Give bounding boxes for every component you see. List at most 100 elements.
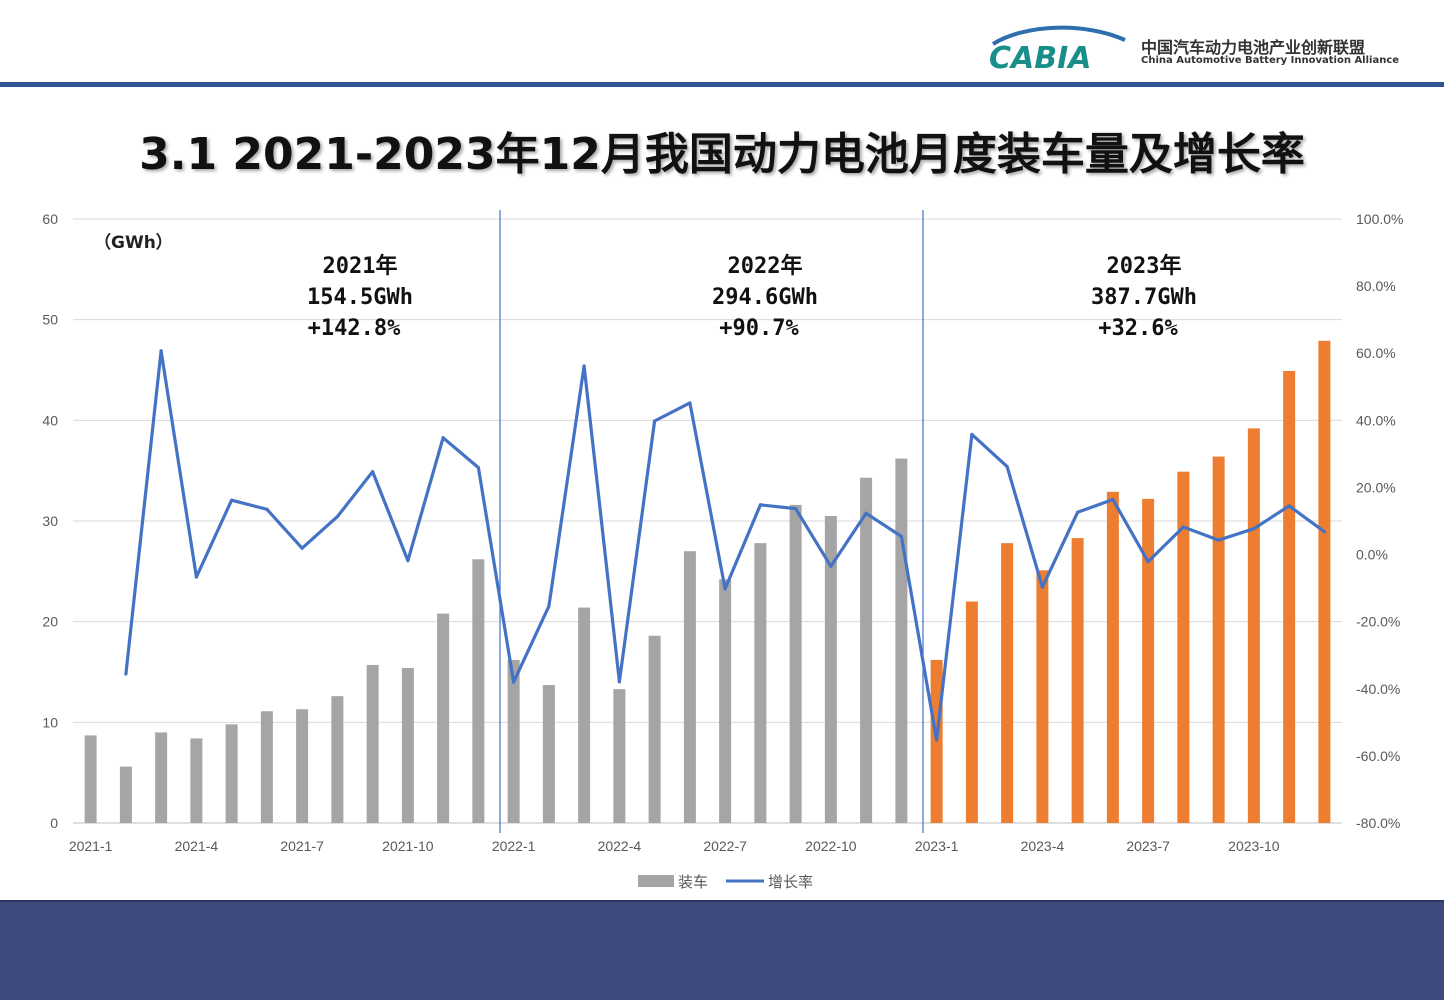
bar — [719, 579, 732, 823]
annotation-total: 387.7GWh — [1091, 285, 1197, 310]
bar — [1036, 570, 1049, 823]
growth-rate-point — [935, 738, 939, 742]
org-name-cn: 中国汽车动力电池产业创新联盟 — [1141, 38, 1366, 57]
bar — [331, 696, 344, 823]
y-left-tick-label: 10 — [42, 714, 58, 730]
annotation-year: 2023年 — [1107, 253, 1182, 279]
bar — [965, 601, 978, 823]
annotation-growth: +32.6% — [1098, 316, 1178, 341]
combo-chart: 0 10 20 30 40 50 60 -80.0% -60.0% -40.0% -20.0% 0.0… — [42, 210, 1403, 891]
y-right-tick-label: 0.0% — [1356, 547, 1388, 563]
growth-rate-point — [230, 498, 234, 502]
growth-rate-point — [547, 604, 551, 608]
bar — [472, 559, 485, 823]
growth-rate-point — [829, 564, 833, 568]
x-tick-label: 2023-1 — [915, 838, 959, 854]
growth-rate-point — [300, 546, 304, 550]
x-tick-label: 2023-4 — [1021, 838, 1065, 854]
footer-band — [0, 902, 1444, 1000]
y-right-tick-label: -80.0% — [1356, 815, 1400, 831]
bar — [860, 477, 873, 823]
bar — [296, 709, 309, 823]
growth-rate-point — [1111, 497, 1115, 502]
y-left-tick-label: 50 — [42, 312, 58, 328]
bar — [1283, 371, 1296, 823]
growth-rate-point — [723, 587, 727, 591]
annotation-growth: +90.7% — [719, 316, 799, 341]
x-tick-label: 2023-7 — [1126, 838, 1170, 854]
bar — [824, 515, 837, 823]
bar — [225, 724, 238, 823]
bar — [1247, 428, 1260, 823]
growth-rate-point — [1217, 538, 1221, 542]
x-tick-label: 2022-7 — [703, 838, 747, 854]
y-left-tick-label: 20 — [42, 614, 58, 630]
y-left-tick-label: 60 — [42, 211, 58, 227]
x-tick-label: 2021-4 — [175, 838, 219, 854]
x-tick-label: 2021-10 — [382, 838, 434, 854]
annotation-total: 154.5GWh — [307, 285, 413, 310]
bar — [190, 738, 203, 823]
growth-rate-point — [371, 470, 375, 474]
header-divider — [0, 82, 1444, 87]
footer-edge — [0, 900, 1444, 902]
growth-rate-point — [476, 466, 480, 470]
growth-rate-point — [1252, 527, 1256, 531]
growth-rate-point — [582, 364, 586, 368]
bar — [1212, 456, 1225, 823]
legend-bar-swatch — [638, 875, 674, 887]
bar — [401, 667, 414, 823]
cabia-logo: CABIA 中国汽车动力电池产业创新联盟 China Automotive Ba… — [985, 22, 1405, 78]
growth-rate-point — [1146, 560, 1150, 564]
x-tick-label: 2023-10 — [1228, 838, 1280, 854]
legend-label-bar: 装车 — [678, 873, 708, 891]
x-tick-label: 2022-4 — [598, 838, 642, 854]
growth-rate-point — [1181, 525, 1185, 529]
growth-rate-point — [194, 575, 198, 579]
bar — [507, 659, 520, 823]
bar — [1318, 340, 1331, 823]
y-left-tick-label: 0 — [50, 815, 58, 831]
bar — [613, 689, 626, 823]
growth-rate-point — [335, 515, 339, 519]
bar — [155, 732, 168, 823]
y-right-tick-label: 40.0% — [1356, 412, 1396, 428]
growth-rate-point — [1076, 510, 1080, 514]
y-right-tick-label: 20.0% — [1356, 479, 1396, 495]
growth-rate-point — [653, 419, 657, 423]
growth-rate-point — [899, 534, 903, 539]
bar — [1142, 498, 1155, 823]
bar — [578, 607, 591, 823]
growth-rate-point — [441, 436, 445, 440]
growth-rate-point — [794, 506, 798, 511]
growth-rate-point — [970, 432, 974, 437]
x-tick-label: 2022-10 — [805, 838, 857, 854]
y-right-tick-label: 80.0% — [1356, 278, 1396, 294]
growth-rate-point — [159, 349, 163, 353]
bar — [260, 711, 273, 823]
y-right-tick-label: 100.0% — [1356, 211, 1403, 227]
bar — [683, 551, 696, 823]
growth-rate-point — [1287, 504, 1291, 508]
bar — [437, 613, 450, 823]
legend-label-line: 增长率 — [768, 873, 813, 891]
bar — [84, 735, 97, 823]
y-left-tick-label: 30 — [42, 513, 58, 529]
growth-rate-point — [688, 401, 692, 405]
annotation-total: 294.6GWh — [712, 285, 818, 310]
logo-text: CABIA — [989, 41, 1091, 76]
growth-rate-point — [1005, 465, 1009, 469]
bar — [895, 458, 908, 823]
annotation-year: 2022年 — [728, 253, 803, 279]
annotation-year: 2021年 — [323, 253, 398, 279]
bar — [366, 664, 379, 823]
bar — [1071, 538, 1084, 823]
org-name-en: China Automotive Battery Innovation Alli… — [1141, 55, 1400, 66]
logo-arc-icon: CABIA — [989, 25, 1126, 76]
y-right-tick-label: -20.0% — [1356, 614, 1400, 630]
growth-rate-point — [406, 558, 410, 563]
annotation-growth: +142.8% — [308, 316, 401, 341]
bar — [1106, 491, 1119, 823]
growth-rate-point — [512, 680, 516, 684]
bar — [789, 504, 802, 823]
